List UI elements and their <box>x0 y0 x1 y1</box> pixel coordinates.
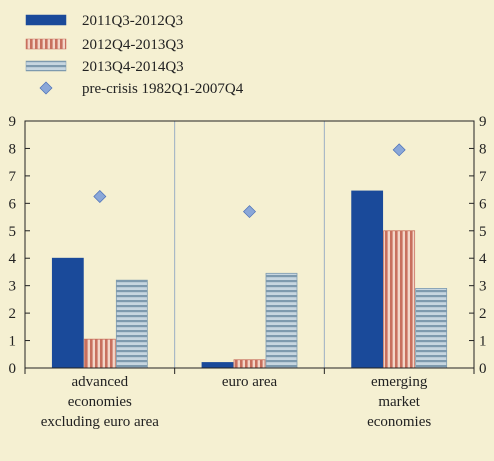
x-category-label: euro area <box>222 374 278 390</box>
legend-label-3: 2013Q4-2014Q3 <box>82 59 184 75</box>
x-category-label: market <box>378 394 420 410</box>
y-axis-left-ticks: 0 1 2 3 4 5 6 7 8 9 <box>9 114 30 377</box>
legend-marker-diamond <box>39 81 53 95</box>
bar <box>351 190 384 369</box>
y-tick-label-left: 2 <box>9 306 17 322</box>
x-axis-category-labels: advanced economies excluding euro area euro… <box>41 374 432 430</box>
y-tick-label-right: 5 <box>479 224 487 240</box>
y-tick-label-right: 6 <box>479 196 487 212</box>
bar <box>201 362 234 369</box>
x-category-label: advanced <box>72 374 129 390</box>
marker-point <box>243 205 256 219</box>
category-separators <box>174 121 325 368</box>
y-tick-label-left: 1 <box>9 334 17 350</box>
x-category-label: emerging <box>371 374 428 390</box>
y-tick-label-right: 3 <box>479 279 487 295</box>
y-axis-right-ticks: 0 1 2 3 4 5 6 7 8 9 <box>469 114 487 377</box>
bar <box>83 338 116 369</box>
plot-area: 0 1 2 3 4 5 6 7 8 9 0 1 2 3 4 5 6 7 8 9 advanced economies e… <box>9 114 488 430</box>
y-tick-label-left: 7 <box>9 169 17 185</box>
bar <box>115 279 148 369</box>
y-tick-label-left: 9 <box>9 114 17 130</box>
legend-swatch-1 <box>25 14 67 26</box>
legend-label-1: 2011Q3-2012Q3 <box>82 13 183 29</box>
y-tick-label-right: 1 <box>479 334 487 350</box>
bar <box>415 288 448 369</box>
plot-frame <box>24 120 475 369</box>
bars <box>51 190 448 369</box>
x-category-label: economies <box>367 414 431 430</box>
axes <box>24 120 475 374</box>
legend-swatch-3 <box>25 60 67 72</box>
bar <box>51 257 84 369</box>
y-tick-label-left: 0 <box>9 361 17 377</box>
y-tick-label-right: 7 <box>479 169 487 185</box>
pre-crisis-markers <box>93 143 406 219</box>
y-tick-label-right: 2 <box>479 306 487 322</box>
legend-swatch-2 <box>25 38 67 50</box>
x-category-label: economies <box>68 394 132 410</box>
legend: 2011Q3-2012Q3 2012Q4-2013Q3 2013Q4-2014Q3 p… <box>25 13 244 97</box>
marker-point <box>392 143 406 157</box>
x-category-label: excluding euro area <box>41 414 160 430</box>
y-tick-label-right: 8 <box>479 141 487 157</box>
legend-label-2: 2012Q4-2013Q3 <box>82 37 184 53</box>
bar <box>265 272 298 369</box>
bar <box>233 359 266 369</box>
bar <box>383 230 416 369</box>
y-tick-label-left: 4 <box>9 251 17 267</box>
marker-point <box>93 189 107 203</box>
legend-label-markers: pre-crisis 1982Q1-2007Q4 <box>82 81 244 97</box>
y-tick-label-left: 8 <box>9 141 17 157</box>
y-tick-label-right: 4 <box>479 251 487 267</box>
y-tick-label-left: 3 <box>9 279 17 295</box>
y-tick-label-right: 9 <box>479 114 487 130</box>
y-tick-label-left: 6 <box>9 196 17 212</box>
y-tick-label-left: 5 <box>9 224 17 240</box>
y-tick-label-right: 0 <box>479 361 487 377</box>
